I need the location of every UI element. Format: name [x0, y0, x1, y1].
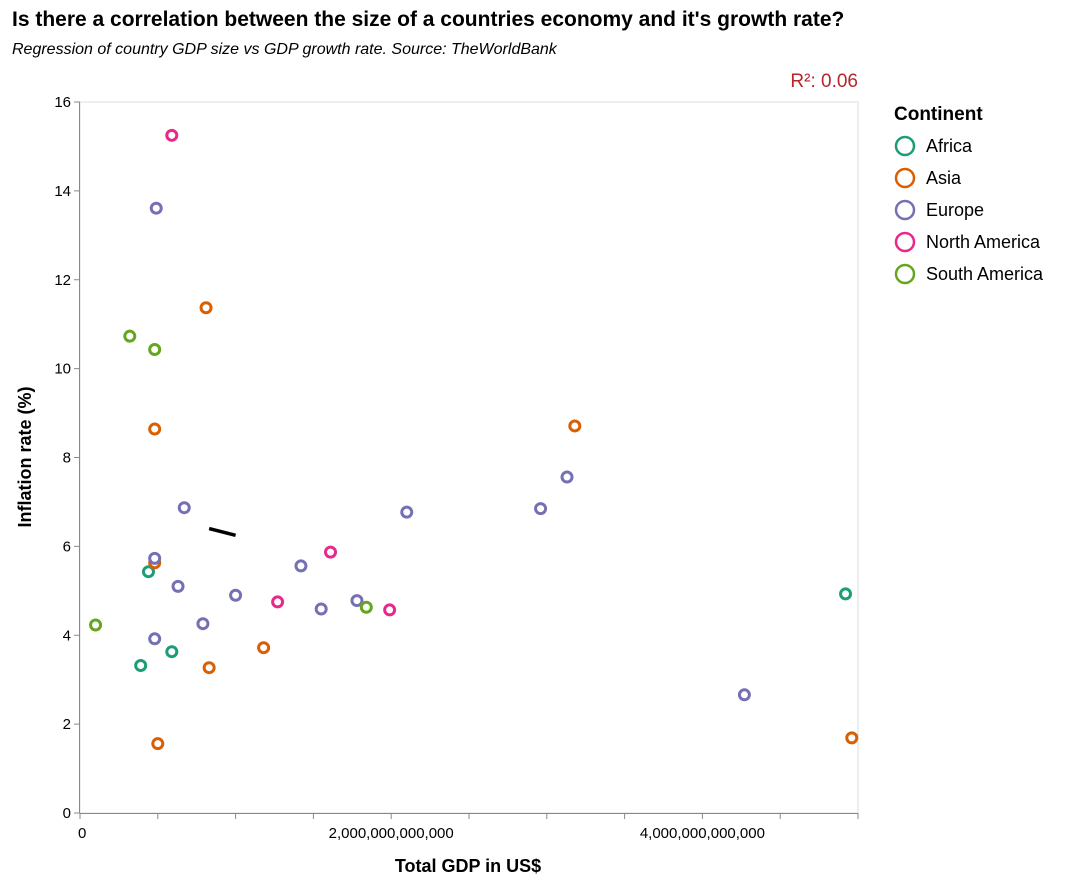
data-point — [229, 588, 243, 602]
series-south-america — [89, 329, 373, 632]
data-point — [165, 645, 179, 659]
data-point — [196, 617, 210, 631]
chart-subtitle: Regression of country GDP size vs GDP gr… — [12, 41, 557, 58]
legend-label: Asia — [926, 168, 962, 188]
data-point — [534, 502, 548, 516]
data-point — [148, 632, 162, 646]
r2-label: R²: 0.06 — [790, 71, 858, 92]
legend: Continent Africa Asia Europe North America S… — [894, 104, 1044, 285]
x-tick-label: 2,000,000,000,000 — [329, 825, 454, 842]
legend-symbol — [894, 167, 916, 189]
y-tick-label: 12 — [54, 272, 71, 289]
y-tick-label: 4 — [63, 627, 71, 644]
y-tick-label: 14 — [54, 183, 71, 200]
y-tick-label: 8 — [63, 450, 71, 467]
data-point — [148, 422, 162, 436]
series-north-america — [165, 128, 397, 617]
legend-symbol — [894, 135, 916, 157]
legend-item: South America — [894, 263, 1044, 285]
data-point — [350, 594, 364, 608]
data-point — [123, 329, 137, 343]
data-point — [359, 600, 373, 614]
data-points — [89, 128, 859, 751]
legend-symbol — [894, 199, 916, 221]
series-africa — [134, 565, 853, 672]
data-point — [141, 565, 155, 579]
y-tick-label: 0 — [63, 805, 71, 822]
data-point — [314, 602, 328, 616]
x-tick-label: 4,000,000,000,000 — [640, 825, 765, 842]
legend-label: North America — [926, 232, 1041, 252]
data-point — [560, 470, 574, 484]
data-point — [400, 505, 414, 519]
y-tick-label: 2 — [63, 716, 71, 733]
legend-symbol — [894, 231, 916, 253]
data-point — [383, 603, 397, 617]
x-axis-title: Total GDP in US$ — [395, 856, 541, 876]
data-point — [148, 551, 162, 565]
data-point — [177, 501, 191, 515]
plot-frame — [79, 101, 859, 814]
chart-title: Is there a correlation between the size … — [12, 8, 845, 31]
data-point — [89, 618, 103, 632]
legend-item: North America — [894, 231, 1041, 253]
data-point — [568, 419, 582, 433]
legend-item: Europe — [894, 199, 984, 221]
y-tick-label: 10 — [54, 361, 71, 378]
data-point — [148, 343, 162, 357]
regression-line-group — [208, 526, 237, 537]
series-europe — [148, 201, 751, 702]
legend-label: South America — [926, 264, 1044, 284]
data-point — [151, 737, 165, 751]
legend-item: Asia — [894, 167, 962, 189]
plot-border — [79, 101, 859, 814]
data-point — [257, 641, 271, 655]
legend-item: Africa — [894, 135, 973, 157]
data-point — [171, 579, 185, 593]
axes: Total GDP in US$ Inflation rate (%) 0 2,0… — [15, 94, 859, 876]
data-point — [271, 595, 285, 609]
data-point — [839, 587, 853, 601]
y-tick-label: 16 — [54, 94, 71, 111]
regression-line — [208, 526, 237, 537]
data-point — [199, 301, 213, 315]
legend-symbol — [894, 263, 916, 285]
data-point — [165, 128, 179, 142]
data-point — [134, 658, 148, 672]
data-point — [202, 661, 216, 675]
legend-title: Continent — [894, 104, 983, 125]
x-tick-label: 0 — [78, 825, 86, 842]
y-tick-label: 6 — [63, 538, 71, 555]
data-point — [294, 559, 308, 573]
legend-label: Africa — [926, 136, 973, 156]
data-point — [149, 201, 163, 215]
series-asia — [148, 301, 859, 751]
data-point — [845, 731, 859, 745]
y-axis-title: Inflation rate (%) — [15, 386, 35, 527]
legend-label: Europe — [926, 200, 984, 220]
data-point — [324, 545, 338, 559]
data-point — [737, 688, 751, 702]
